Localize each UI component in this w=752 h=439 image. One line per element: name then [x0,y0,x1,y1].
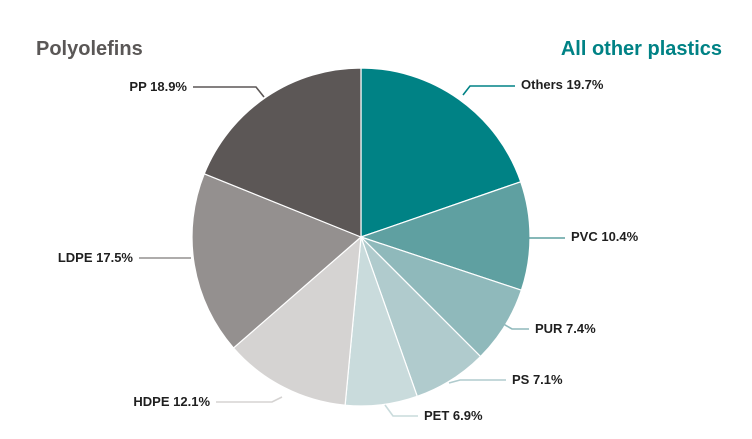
leader-line-pur [499,321,529,330]
leader-line-hdpe [216,396,283,403]
leader-line-others [462,85,515,96]
pie-slices [191,67,531,407]
label-pp: PP 18.9% [129,79,187,94]
label-ps: PS 7.1% [512,372,563,387]
label-pet: PET 6.9% [424,408,483,423]
leader-line-pp [193,86,265,98]
label-pvc: PVC 10.4% [571,229,639,244]
polyolefins-heading: Polyolefins [36,38,143,60]
leader-lines [139,85,565,417]
all-other-plastics-heading: All other plastics [560,38,722,60]
slice-ldpe [191,173,363,349]
slice-pp [203,67,362,238]
label-ldpe: LDPE 17.5% [58,250,134,265]
slice-pvc [359,180,531,291]
leader-line-pet [384,404,418,417]
label-pur: PUR 7.4% [535,321,596,336]
slice-others [360,67,522,238]
slice-hdpe [232,235,362,406]
slice-labels: Others 19.7% PVC 10.4% PUR 7.4% PS 7.1% PET … [58,77,639,423]
label-hdpe: HDPE 12.1% [133,394,210,409]
leader-line-ps [448,379,506,384]
label-others: Others 19.7% [521,77,604,92]
